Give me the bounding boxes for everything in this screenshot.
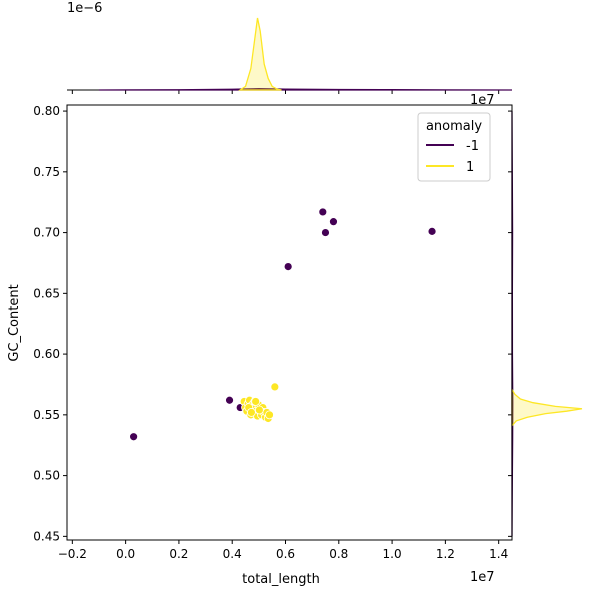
scatter-point-normal — [254, 405, 264, 415]
legend-title: anomaly — [426, 119, 482, 134]
x-tick-label: 1.0 — [383, 547, 402, 561]
legend-label-1: 1 — [466, 160, 474, 175]
legend-label-minus-1: -1 — [466, 139, 479, 154]
x-tick-label: 0.8 — [329, 547, 348, 561]
y-tick-label: 0.60 — [33, 347, 60, 361]
y-tick-label: 0.75 — [33, 165, 60, 179]
y-tick-label: 0.55 — [33, 408, 60, 422]
scatter-point-anomaly — [318, 207, 328, 217]
scatter-point-anomaly — [283, 262, 293, 272]
y-axis-label: GC_Content — [7, 284, 22, 361]
x-tick-label: 0.4 — [223, 547, 242, 561]
right-kde-normal — [511, 386, 583, 427]
x-axis-ticks: −0.2 0.0 0.2 0.4 0.6 0.8 1.0 1.2 1.4 — [58, 540, 508, 561]
legend-box — [417, 112, 491, 182]
right-marginal-offset-label: 1e7 — [470, 93, 495, 108]
x-axis-label: total_length — [242, 572, 320, 587]
scatter-point-anomaly — [321, 228, 330, 237]
scatter-points — [129, 207, 437, 442]
scatter-point-anomaly — [129, 432, 139, 442]
right-marginal-kde — [508, 105, 583, 540]
scatter-point-normal — [270, 382, 280, 392]
x-tick-label: 0.2 — [169, 547, 188, 561]
scatter-point-normal — [246, 408, 256, 417]
x-tick-label: −0.2 — [58, 547, 87, 561]
top-marginal-offset-label: 1e−6 — [67, 1, 102, 16]
scatter-point-anomaly — [329, 217, 338, 227]
y-tick-label: 0.50 — [33, 469, 60, 483]
x-tick-label: 1.2 — [436, 547, 455, 561]
top-kde-anomaly — [98, 88, 513, 91]
y-tick-label: 0.45 — [33, 529, 60, 543]
y-tick-label: 0.80 — [33, 104, 60, 118]
scatter-point-anomaly — [225, 395, 234, 405]
top-marginal-kde — [67, 17, 513, 94]
y-tick-label: 0.70 — [33, 226, 60, 240]
legend: anomaly -1 1 — [417, 112, 491, 182]
x-axis-offset-label: 1e7 — [470, 570, 495, 585]
y-axis-ticks: 0.45 0.50 0.55 0.60 0.65 0.70 0.75 0.80 — [33, 104, 67, 543]
x-tick-label: 1.4 — [489, 547, 508, 561]
scatter-point-normal — [265, 410, 274, 420]
x-tick-label: 0.0 — [116, 547, 135, 561]
main-plot-frame — [66, 104, 513, 541]
top-kde-normal — [238, 17, 282, 91]
scatter-point-normal — [251, 397, 261, 406]
scatter-point-anomaly — [427, 226, 437, 236]
x-tick-label: 0.6 — [276, 547, 295, 561]
y-tick-label: 0.65 — [33, 286, 60, 300]
